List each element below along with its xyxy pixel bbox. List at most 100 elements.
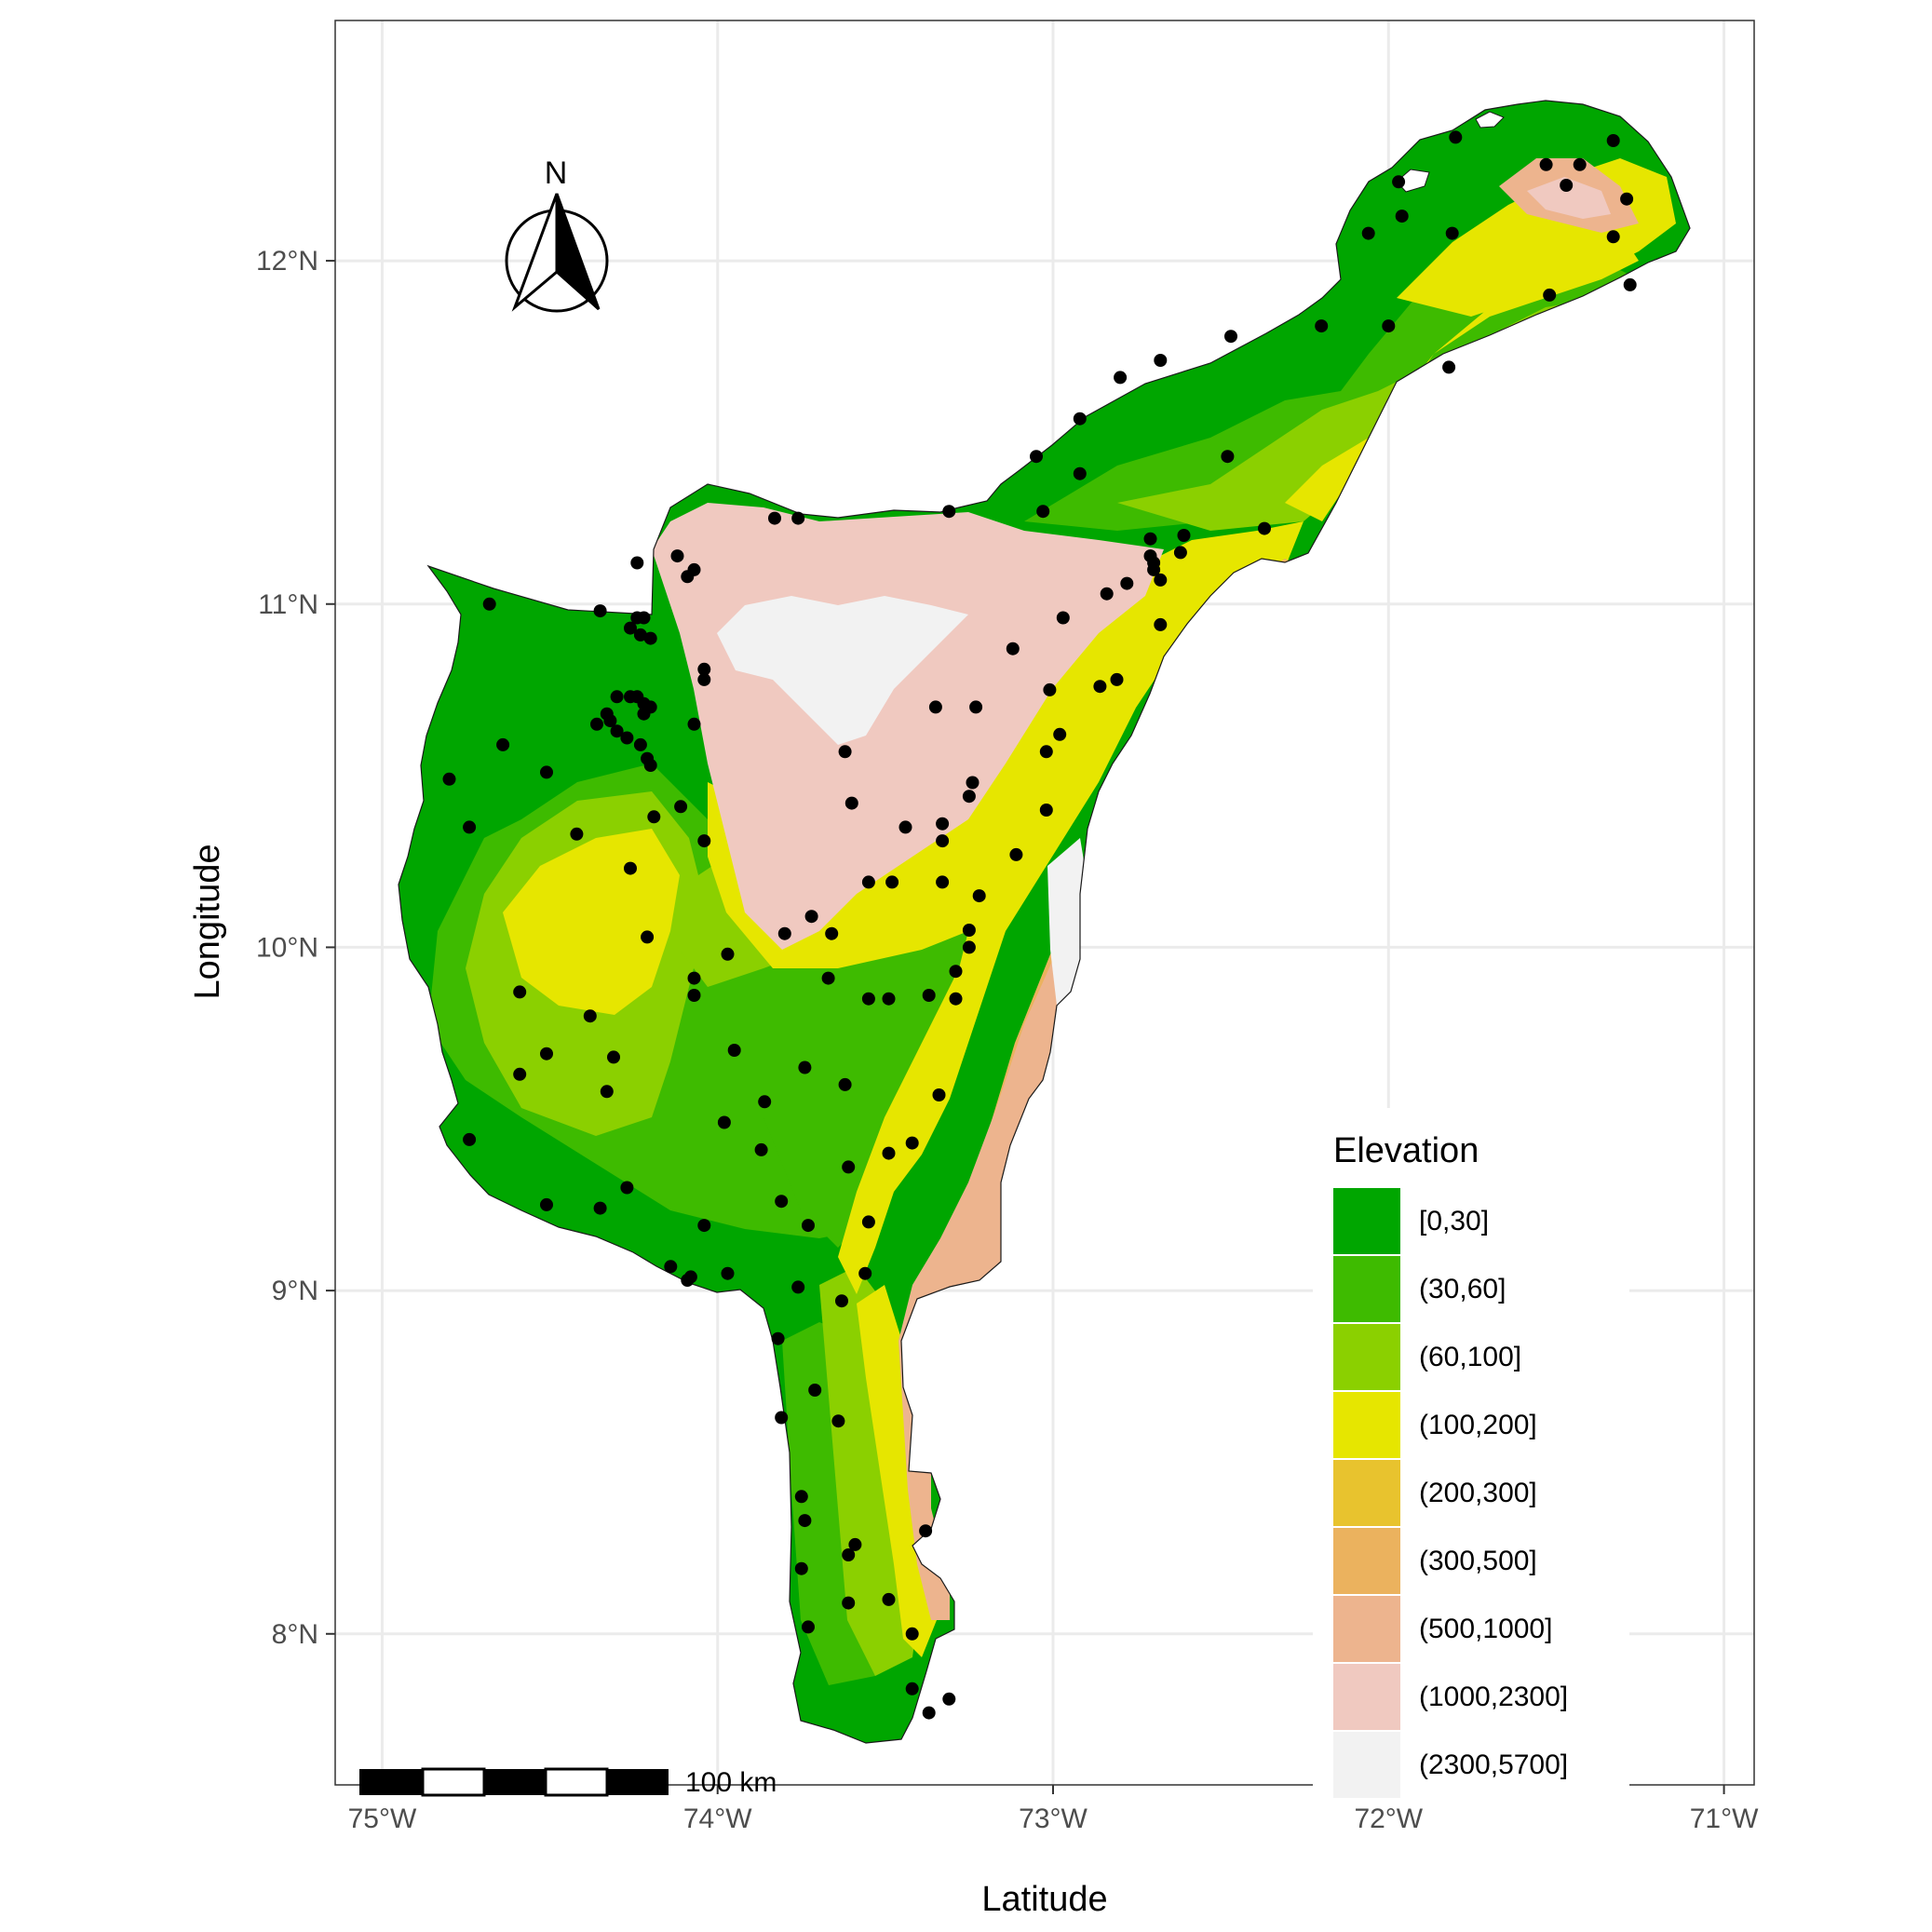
scale-bar: 100 km (359, 1767, 777, 1798)
station-point (1154, 617, 1168, 631)
x-tick-label: 74°W (683, 1804, 752, 1834)
scale-segment-3 (484, 1769, 546, 1795)
station-point (1073, 466, 1087, 480)
legend-label: (200,300] (1419, 1478, 1537, 1508)
y-tick-label: 11°N (258, 589, 318, 620)
station-point (513, 1067, 527, 1081)
station-point (717, 1115, 731, 1129)
station-point (697, 1219, 711, 1233)
station-point (482, 597, 496, 611)
station-point (637, 611, 651, 625)
station-point (1006, 642, 1020, 655)
station-point (540, 1197, 553, 1211)
station-point (972, 889, 986, 903)
legend-swatch (1333, 1596, 1400, 1662)
north-arrow-label: N (545, 155, 568, 191)
station-point (721, 947, 735, 961)
elevation-raster (398, 100, 1691, 1744)
station-point (842, 1548, 856, 1561)
station-point (835, 1294, 848, 1308)
station-point (610, 690, 624, 704)
station-point (882, 1146, 896, 1160)
station-point (1449, 130, 1463, 144)
station-point (942, 505, 956, 519)
station-point (442, 772, 456, 786)
station-point (754, 1142, 768, 1156)
legend-swatch (1333, 1324, 1400, 1390)
legend-swatch (1333, 1256, 1400, 1322)
legend-swatch (1333, 1664, 1400, 1730)
station-point (1224, 330, 1237, 344)
station-point (643, 759, 657, 772)
station-point (1039, 745, 1053, 759)
zone-100-200-west (503, 829, 680, 1015)
panel-border (334, 20, 1755, 1786)
station-point (1382, 319, 1396, 333)
station-point (882, 992, 896, 1006)
station-point (593, 604, 607, 618)
station-point (861, 1215, 875, 1229)
legend-swatch (1333, 1460, 1400, 1526)
station-point (620, 1181, 634, 1195)
station-point (1606, 230, 1620, 244)
station-point (962, 790, 976, 804)
station-point (791, 1280, 805, 1294)
station-point (697, 662, 711, 676)
station-point (949, 992, 963, 1006)
station-point (1154, 573, 1168, 587)
station-point (697, 672, 711, 686)
station-point (1143, 532, 1157, 546)
station-point (603, 714, 617, 728)
station-point (496, 737, 510, 751)
station-point (540, 765, 553, 779)
station-point (898, 820, 912, 834)
station-point (885, 875, 899, 889)
station-point (802, 1219, 815, 1233)
station-point (681, 1274, 695, 1287)
station-point (1620, 192, 1634, 206)
station-point (936, 817, 950, 831)
station-points (442, 130, 1637, 1720)
x-tick-label: 75°W (348, 1804, 417, 1834)
station-point (858, 1266, 872, 1280)
x-tick-label: 71°W (1690, 1804, 1759, 1834)
station-point (1221, 450, 1235, 464)
legend-label: (100,200] (1419, 1410, 1537, 1440)
station-point (1110, 672, 1124, 686)
station-point (962, 940, 976, 954)
station-point (1036, 505, 1050, 519)
station-point (844, 796, 858, 810)
station-point (1030, 450, 1043, 464)
region-outline (398, 100, 1691, 1744)
station-point (610, 724, 624, 738)
station-point (670, 549, 684, 563)
station-point (1143, 549, 1157, 563)
station-point (593, 1201, 607, 1215)
station-point (794, 1561, 808, 1575)
station-point (1258, 521, 1271, 535)
station-point (919, 1524, 933, 1538)
station-point (583, 1009, 597, 1023)
zone-2300-5700-sierra-peak (717, 596, 968, 745)
station-point (794, 1490, 808, 1504)
lake-north-2 (1475, 111, 1505, 128)
station-point (647, 810, 661, 824)
station-point (1606, 134, 1620, 147)
scale-bar-label: 100 km (685, 1767, 777, 1798)
station-point (771, 1331, 785, 1345)
scale-segment-2 (421, 1767, 486, 1797)
station-point (798, 1061, 812, 1074)
station-point (758, 1095, 772, 1109)
legend-label: (30,60] (1419, 1274, 1506, 1304)
legend-label: (300,500] (1419, 1546, 1537, 1576)
station-point (922, 989, 936, 1002)
station-point (936, 875, 950, 889)
station-point (687, 717, 701, 731)
station-point (905, 1682, 919, 1696)
station-point (1120, 576, 1134, 590)
legend-swatch (1333, 1732, 1400, 1798)
station-point (842, 1596, 856, 1610)
legend-label: [0,30] (1419, 1206, 1489, 1236)
station-point (633, 737, 647, 751)
